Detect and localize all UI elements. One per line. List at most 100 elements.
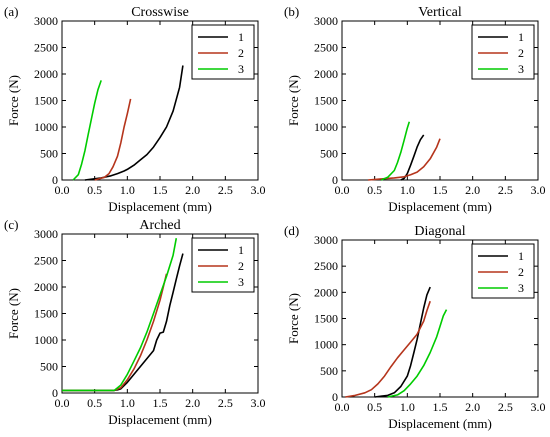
y-axis-title: Force (N)	[286, 293, 301, 344]
y-tick-label: 1000	[314, 338, 338, 352]
x-axis-title: Displacement (mm)	[108, 199, 212, 214]
y-tick-label: 1000	[314, 120, 338, 134]
y-tick-label: 3000	[314, 233, 338, 247]
x-tick-label: 1.0	[120, 183, 135, 197]
y-tick-label: 1000	[34, 333, 58, 347]
x-tick-label: 2.5	[218, 183, 233, 197]
legend-label-1: 1	[518, 30, 524, 44]
y-axis-title: Force (N)	[6, 288, 21, 339]
legend-box	[471, 24, 535, 80]
y-tick-label: 3000	[34, 227, 58, 241]
panel-letter: (d)	[284, 223, 299, 238]
x-tick-label: 1.5	[433, 183, 448, 197]
legend-label-3: 3	[238, 275, 244, 289]
x-tick-label: 1.0	[120, 396, 135, 410]
x-tick-label: 2.0	[185, 183, 200, 197]
series-line-1	[400, 134, 425, 181]
x-tick-label: 3.0	[251, 183, 266, 197]
y-tick-label: 3000	[34, 14, 58, 28]
series-line-3	[380, 121, 411, 181]
y-tick-label: 500	[320, 147, 338, 161]
y-tick-label: 1500	[314, 312, 338, 326]
x-tick-label: 1.5	[433, 400, 448, 414]
panel-letter: (a)	[4, 4, 18, 19]
series-line-3	[387, 309, 448, 398]
series-line-2	[94, 98, 132, 181]
y-tick-label: 0	[332, 390, 338, 404]
legend-label-3: 3	[518, 281, 524, 295]
legend-box	[471, 243, 535, 299]
legend: 1 2 3	[471, 24, 535, 80]
x-tick-label: 0.0	[335, 400, 350, 414]
x-tick-label: 1.5	[153, 183, 168, 197]
legend-label-2: 2	[518, 46, 524, 60]
legend-box	[191, 237, 255, 293]
y-tick-label: 2500	[34, 41, 58, 55]
panel-1: 0.0 0.5 1.0 1.5 2.0 2.5 3.0 0 500 1000 1500 2000 250…	[4, 4, 266, 214]
legend-label-3: 3	[238, 62, 244, 76]
panel-title: Vertical	[418, 5, 462, 20]
x-tick-label: 2.5	[498, 400, 513, 414]
x-tick-label: 2.0	[465, 183, 480, 197]
x-tick-label: 1.0	[400, 183, 415, 197]
x-axis-title: Displacement (mm)	[388, 416, 492, 431]
y-tick-label: 2000	[314, 67, 338, 81]
legend-label-1: 1	[238, 30, 244, 44]
y-tick-label: 500	[40, 147, 58, 161]
series-line-2	[62, 273, 168, 392]
panel-4: 0.0 0.5 1.0 1.5 2.0 2.5 3.0 0 500 1000 1500 2000 250…	[284, 223, 546, 431]
legend: 1 2 3	[191, 237, 255, 293]
x-tick-label: 2.5	[218, 396, 233, 410]
panel-title: Crosswise	[131, 5, 189, 20]
series-line-2	[368, 138, 441, 181]
legend-label-3: 3	[518, 62, 524, 76]
y-tick-label: 2000	[34, 67, 58, 81]
legend-label-2: 2	[518, 265, 524, 279]
x-tick-label: 2.0	[185, 396, 200, 410]
x-tick-label: 3.0	[251, 396, 266, 410]
x-tick-label: 0.0	[55, 183, 70, 197]
x-tick-label: 0.5	[367, 400, 382, 414]
panel-2: 0.0 0.5 1.0 1.5 2.0 2.5 3.0 0 500 1000 1500 2000 250…	[284, 4, 546, 214]
x-tick-label: 0.5	[87, 183, 102, 197]
series-line-1	[84, 65, 184, 181]
x-axis-title: Displacement (mm)	[108, 412, 212, 427]
x-tick-label: 0.5	[367, 183, 382, 197]
legend-label-2: 2	[238, 259, 244, 273]
y-tick-label: 500	[320, 364, 338, 378]
y-tick-label: 0	[52, 386, 58, 400]
x-axis-title: Displacement (mm)	[388, 199, 492, 214]
legend-label-1: 1	[238, 243, 244, 257]
y-tick-label: 1000	[34, 120, 58, 134]
series-line-3	[72, 80, 102, 181]
legend-label-1: 1	[518, 249, 524, 263]
series-line-2	[345, 300, 431, 398]
x-tick-label: 3.0	[531, 400, 546, 414]
panel-3: 0.0 0.5 1.0 1.5 2.0 2.5 3.0 0 500 1000 1500 2000 250…	[4, 217, 266, 427]
y-tick-label: 2500	[314, 41, 338, 55]
y-tick-label: 1500	[34, 94, 58, 108]
y-tick-label: 1500	[314, 94, 338, 108]
y-tick-label: 0	[332, 173, 338, 187]
x-tick-label: 0.0	[55, 396, 70, 410]
y-tick-label: 2000	[314, 285, 338, 299]
panel-title: Arched	[139, 218, 180, 233]
y-tick-label: 1500	[34, 307, 58, 321]
y-tick-label: 0	[52, 173, 58, 187]
legend: 1 2 3	[191, 24, 255, 80]
y-tick-label: 500	[40, 360, 58, 374]
x-tick-label: 2.0	[465, 400, 480, 414]
series-line-1	[374, 286, 431, 398]
x-tick-label: 1.5	[153, 396, 168, 410]
y-tick-label: 2000	[34, 280, 58, 294]
y-axis-title: Force (N)	[286, 75, 301, 126]
legend: 1 2 3	[471, 243, 535, 299]
panel-title: Diagonal	[414, 224, 465, 239]
legend-label-2: 2	[238, 46, 244, 60]
x-tick-label: 0.5	[87, 396, 102, 410]
x-tick-label: 0.0	[335, 183, 350, 197]
panel-letter: (c)	[4, 217, 18, 232]
y-axis-title: Force (N)	[6, 75, 21, 126]
legend-box	[191, 24, 255, 80]
